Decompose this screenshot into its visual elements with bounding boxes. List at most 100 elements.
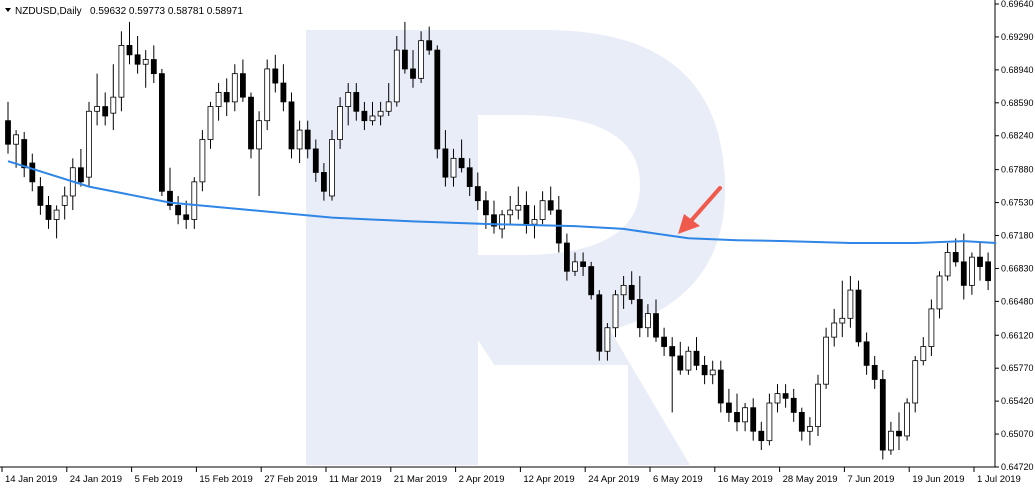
candle-body [61, 195, 68, 206]
candle [539, 191, 546, 225]
candle [418, 31, 425, 84]
candle-body [693, 350, 700, 366]
candle-body [231, 73, 238, 103]
candle-body [280, 82, 287, 103]
x-tick-label: 5 Feb 2019 [135, 474, 183, 485]
x-tick-label: 27 Feb 2019 [264, 474, 317, 485]
candle [191, 177, 198, 229]
candle-body [798, 412, 805, 432]
candle [969, 252, 975, 295]
candle [296, 120, 303, 164]
candle [410, 50, 416, 88]
candle-body [896, 430, 902, 437]
candle [426, 26, 433, 55]
candle [183, 200, 190, 229]
candle [855, 280, 862, 347]
candle-body [839, 317, 846, 324]
candle-body [726, 402, 732, 413]
candle-body [709, 369, 716, 376]
watermark-logo [306, 30, 725, 465]
candle-body [86, 110, 92, 178]
candle-body [142, 59, 149, 65]
x-tick-label: 14 Jan 2019 [5, 474, 57, 485]
candle-body [888, 430, 894, 451]
y-tick-label: 0.65420 [1001, 396, 1034, 406]
candle [904, 398, 910, 441]
candle [863, 332, 870, 375]
candle-body [450, 157, 457, 178]
candle [839, 280, 846, 338]
candle-body [393, 49, 400, 103]
y-tick-label: 0.66480 [1001, 296, 1034, 306]
candle [482, 191, 489, 229]
candle [823, 327, 829, 389]
y-tick-label: 0.65770 [1001, 363, 1034, 373]
y-axis: 0.69640 0.69290 0.68940 0.68590 0.68240 0.678… [995, 0, 1034, 472]
candle [312, 139, 319, 182]
candle [377, 101, 384, 126]
candle [774, 384, 781, 413]
candle [831, 308, 838, 347]
y-tick-label: 0.64720 [1001, 462, 1034, 472]
candle-body [94, 106, 100, 112]
candle [896, 412, 902, 451]
candle-body [239, 73, 246, 98]
candle [636, 275, 643, 338]
candle [693, 337, 700, 371]
candle-body [717, 369, 724, 404]
candle-body [385, 101, 392, 112]
candle-body [823, 336, 829, 385]
candle-body [458, 157, 465, 169]
candle [871, 355, 878, 389]
candle [215, 83, 222, 121]
candle [329, 130, 335, 201]
candle [985, 252, 991, 291]
candle-body [766, 402, 773, 442]
candle-body [831, 322, 838, 338]
candle-body [167, 190, 173, 206]
candle [21, 131, 28, 178]
x-tick-label: 12 Apr 2019 [523, 474, 574, 485]
candle-body [847, 289, 854, 319]
candle-body [620, 284, 627, 296]
candle-body [199, 139, 206, 183]
candle-body [596, 294, 603, 352]
candle-body [442, 148, 449, 178]
candle [580, 252, 586, 276]
candle [126, 21, 133, 65]
x-tick-label: 6 May 2019 [653, 474, 703, 485]
candle [523, 191, 530, 234]
candle [888, 421, 894, 455]
candle [134, 35, 141, 74]
candle [612, 290, 619, 338]
x-tick-label: 19 Jun 2019 [912, 474, 964, 485]
candle-body [45, 204, 52, 220]
candle [401, 21, 408, 74]
candle-body [588, 266, 595, 296]
candle-body [288, 101, 295, 150]
candle-body [474, 186, 481, 202]
x-tick-label: 24 Jan 2019 [70, 474, 122, 485]
candle [928, 299, 935, 356]
candle-body [677, 355, 684, 371]
candle-body [102, 106, 109, 117]
candle [620, 275, 627, 309]
candle-body [952, 252, 959, 263]
candle [596, 290, 603, 361]
candle [515, 186, 522, 220]
candle [304, 120, 311, 159]
candle-body [353, 92, 360, 112]
candle-body [960, 261, 967, 286]
dropdown-triangle-icon[interactable] [5, 8, 11, 12]
candle-body [491, 214, 497, 227]
candle-body [758, 430, 765, 442]
candle-body [223, 92, 230, 103]
x-tick-label: 2 Apr 2019 [459, 474, 505, 485]
candle [701, 355, 708, 385]
candle [466, 158, 473, 196]
candle-body [126, 45, 133, 56]
candle [29, 153, 36, 192]
candle-body [904, 402, 910, 437]
